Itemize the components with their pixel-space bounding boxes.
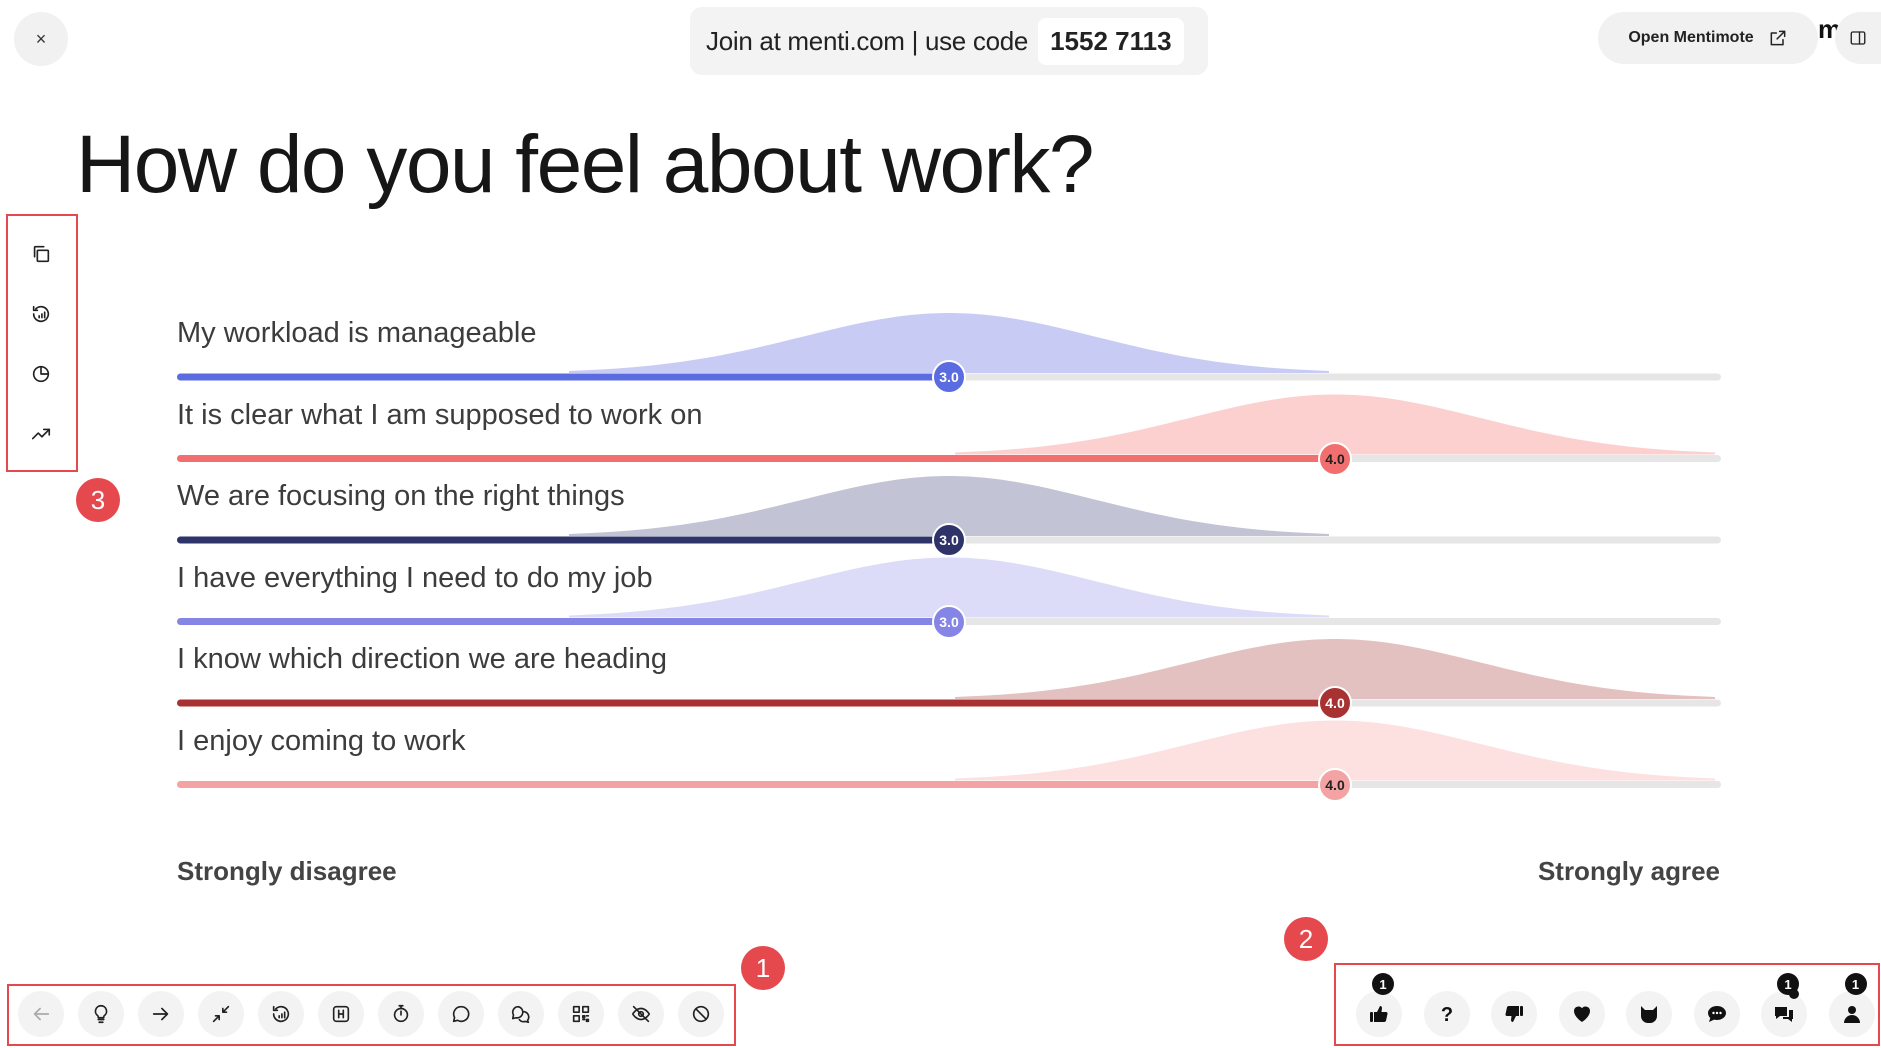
value-bar xyxy=(177,699,1335,707)
timer-icon xyxy=(393,1004,409,1023)
reset-results-button[interactable] xyxy=(22,295,60,333)
lightbulb-icon xyxy=(94,1004,108,1024)
bottom-toolbar-highlight xyxy=(7,984,736,1046)
question-icon: ? xyxy=(1440,1004,1452,1026)
minimize-icon xyxy=(212,1005,230,1023)
distribution-area xyxy=(955,639,1715,699)
distribution-area xyxy=(569,313,1329,373)
qna-icon xyxy=(511,1005,530,1024)
comment-icon xyxy=(452,1005,470,1023)
trend-icon xyxy=(31,428,51,440)
value-bar xyxy=(177,373,949,381)
hotkeys-icon xyxy=(332,1005,350,1023)
callout-marker-2: 2 xyxy=(1284,917,1328,961)
join-instructions: Join at menti.com | use code 1552 7113 xyxy=(690,7,1208,75)
reactions-highlight xyxy=(1334,963,1880,1046)
statement-label: We are focusing on the right things xyxy=(177,480,625,512)
value-marker: 3.0 xyxy=(932,604,966,639)
chat-button[interactable] xyxy=(1693,991,1740,1037)
heart-icon xyxy=(1573,1006,1590,1022)
join-code: 1552 7113 xyxy=(1038,17,1184,65)
messages-button[interactable]: 1 xyxy=(1761,973,1807,1037)
open-mentimote-label: Open Mentimote xyxy=(1628,29,1754,46)
statement-label: I enjoy coming to work xyxy=(177,724,466,757)
value-marker: 4.0 xyxy=(1318,441,1352,476)
minimize-button[interactable] xyxy=(198,991,244,1037)
value-bar xyxy=(177,536,949,544)
side-panel-icon xyxy=(1850,31,1866,45)
close-button[interactable]: × xyxy=(14,12,68,66)
qr-code-icon xyxy=(572,1005,590,1023)
question-title: How do you feel about work? xyxy=(76,119,1095,210)
distribution-area xyxy=(569,476,1329,536)
left-toolbar-highlight xyxy=(6,214,78,472)
thumbs-up-icon xyxy=(1370,1006,1388,1022)
participants-icon xyxy=(1843,1006,1860,1023)
value-bar xyxy=(177,618,949,625)
thumbs-down-icon xyxy=(1505,1006,1523,1022)
hide-results-icon xyxy=(631,1005,651,1023)
trend-button[interactable] xyxy=(22,415,60,453)
value-marker: 3.0 xyxy=(932,360,966,394)
open-mentimote-button[interactable]: Open Mentimote xyxy=(1598,12,1818,64)
forward-arrow-button[interactable] xyxy=(138,991,184,1037)
cat-icon xyxy=(1641,1006,1657,1023)
reset-results-icon xyxy=(32,305,50,323)
chat-icon xyxy=(1707,1006,1726,1022)
reset-button[interactable] xyxy=(258,991,304,1037)
scale-row-1 xyxy=(177,313,1721,381)
messages-icon xyxy=(1775,1007,1793,1022)
scale-max-label: Strongly agree xyxy=(1537,856,1720,886)
question-button[interactable]: ? xyxy=(1423,991,1470,1037)
external-link-icon xyxy=(1770,30,1786,46)
thumbs-down-button[interactable] xyxy=(1491,991,1537,1037)
hide-results-button[interactable] xyxy=(618,991,664,1037)
scale-min-label: Strongly disagree xyxy=(177,856,397,886)
participants-button[interactable]: 1 xyxy=(1828,973,1875,1037)
heart-button[interactable] xyxy=(1558,991,1605,1037)
join-text: Join at menti.com | use code xyxy=(706,25,1029,56)
pie-chart-button[interactable] xyxy=(22,355,60,393)
pie-chart-icon xyxy=(32,365,50,383)
copy-button[interactable] xyxy=(22,235,60,273)
back-arrow-icon xyxy=(33,1007,50,1021)
block-button[interactable] xyxy=(678,991,724,1037)
svg-text:?: ? xyxy=(1440,1004,1452,1026)
hotkeys-button[interactable] xyxy=(318,991,364,1037)
callout-marker-3: 3 xyxy=(76,478,120,522)
timer-button[interactable] xyxy=(378,991,424,1037)
distribution-area xyxy=(569,557,1329,618)
distribution-area xyxy=(955,720,1715,781)
reaction-count-badge: 1 xyxy=(1372,973,1394,995)
qr-code-button[interactable] xyxy=(558,991,604,1037)
statement-label: I have everything I need to do my job xyxy=(177,561,653,594)
value-marker: 4.0 xyxy=(1318,686,1352,720)
copy-icon xyxy=(33,245,50,263)
callout-marker-1: 1 xyxy=(741,946,785,990)
comment-button[interactable] xyxy=(438,991,484,1037)
unread-dot xyxy=(1789,989,1799,999)
reaction-count-badge: 1 xyxy=(1844,973,1867,995)
side-panel-button[interactable] xyxy=(1835,12,1881,64)
distribution-area xyxy=(955,394,1715,455)
thumbs-up-button[interactable]: 1 xyxy=(1356,973,1402,1037)
block-icon xyxy=(692,1005,710,1023)
back-arrow-button[interactable] xyxy=(18,991,64,1037)
value-bar xyxy=(177,781,1335,788)
qna-button[interactable] xyxy=(498,991,544,1037)
forward-arrow-icon xyxy=(152,1007,169,1021)
lightbulb-button[interactable] xyxy=(78,991,124,1037)
cat-button[interactable] xyxy=(1626,991,1672,1037)
statement-label: It is clear what I am supposed to work o… xyxy=(177,398,703,431)
value-marker: 4.0 xyxy=(1318,767,1352,802)
statement-label: I know which direction we are heading xyxy=(177,643,668,675)
statement-label: My workload is manageable xyxy=(177,317,537,349)
value-bar xyxy=(177,455,1335,462)
value-marker: 3.0 xyxy=(932,523,966,557)
reset-icon xyxy=(272,1005,290,1023)
